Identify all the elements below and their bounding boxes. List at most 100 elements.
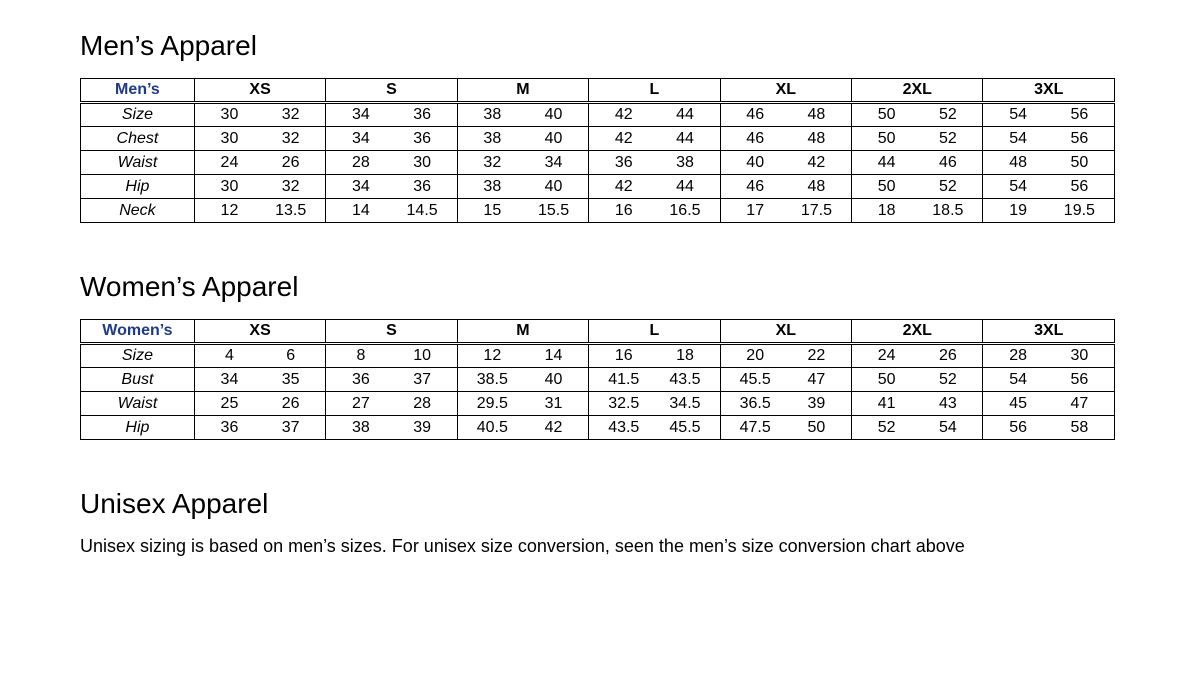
value-pair: 1919.5 xyxy=(987,202,1110,220)
value-pair: 4547 xyxy=(987,395,1110,413)
value-a: 12 xyxy=(199,202,260,220)
value-pair: 29.531 xyxy=(462,395,584,413)
value-a: 24 xyxy=(199,154,260,172)
value-b: 26 xyxy=(260,395,321,413)
value-b: 40 xyxy=(523,106,584,124)
value-a: 4 xyxy=(199,347,260,365)
value-a: 45 xyxy=(987,395,1048,413)
row-label: Waist xyxy=(81,151,195,175)
value-b: 30 xyxy=(392,154,453,172)
table-cell: 32.534.5 xyxy=(589,392,720,416)
value-pair: 1616.5 xyxy=(593,202,715,220)
value-a: 48 xyxy=(987,154,1048,172)
value-b: 44 xyxy=(654,178,715,196)
value-pair: 47.550 xyxy=(725,419,847,437)
value-pair: 3436 xyxy=(330,178,452,196)
value-b: 48 xyxy=(786,178,847,196)
value-pair: 3234 xyxy=(462,154,584,172)
value-pair: 5456 xyxy=(987,371,1110,389)
value-pair: 1515.5 xyxy=(462,202,584,220)
table-cell: 5052 xyxy=(852,368,983,392)
value-b: 45.5 xyxy=(654,419,715,437)
value-pair: 5052 xyxy=(856,130,978,148)
table-cell: 4547 xyxy=(983,392,1115,416)
value-pair: 4850 xyxy=(987,154,1110,172)
value-b: 32 xyxy=(260,130,321,148)
value-b: 38 xyxy=(654,154,715,172)
table-cell: 2830 xyxy=(326,151,457,175)
value-b: 56 xyxy=(1049,178,1110,196)
value-b: 52 xyxy=(917,371,978,389)
value-pair: 2830 xyxy=(330,154,452,172)
value-b: 16.5 xyxy=(654,202,715,220)
value-pair: 45.547 xyxy=(725,371,847,389)
value-b: 40 xyxy=(523,178,584,196)
womens-size-header: S xyxy=(326,320,457,344)
table-cell: 2426 xyxy=(852,344,983,368)
table-cell: 2830 xyxy=(983,344,1115,368)
value-b: 36 xyxy=(392,130,453,148)
value-b: 35 xyxy=(260,371,321,389)
table-cell: 3032 xyxy=(194,175,325,199)
table-cell: 4648 xyxy=(720,103,851,127)
value-pair: 3436 xyxy=(330,130,452,148)
value-b: 26 xyxy=(917,347,978,365)
value-pair: 1818.5 xyxy=(856,202,978,220)
table-cell: 4648 xyxy=(720,127,851,151)
table-cell: 29.531 xyxy=(457,392,588,416)
value-pair: 4143 xyxy=(856,395,978,413)
table-cell: 1618 xyxy=(589,344,720,368)
value-a: 42 xyxy=(593,130,654,148)
value-a: 24 xyxy=(856,347,917,365)
value-pair: 5254 xyxy=(856,419,978,437)
table-cell: 5456 xyxy=(983,175,1115,199)
value-a: 34 xyxy=(330,106,391,124)
value-pair: 40.542 xyxy=(462,419,584,437)
table-row: Neck1213.51414.51515.51616.51717.51818.5… xyxy=(81,199,1115,223)
value-b: 44 xyxy=(654,130,715,148)
mens-section: Men’s Apparel Men’s XS S M L XL 2XL 3XL … xyxy=(80,30,1115,223)
value-a: 32 xyxy=(462,154,523,172)
row-label: Hip xyxy=(81,175,195,199)
mens-title: Men’s Apparel xyxy=(80,30,1115,62)
mens-size-header: 3XL xyxy=(983,79,1115,103)
value-a: 20 xyxy=(725,347,786,365)
value-pair: 3840 xyxy=(462,106,584,124)
value-pair: 4244 xyxy=(593,178,715,196)
value-a: 15 xyxy=(462,202,523,220)
mens-header-row: Men’s XS S M L XL 2XL 3XL xyxy=(81,79,1115,103)
mens-header-label: Men’s xyxy=(81,79,195,103)
value-pair: 5052 xyxy=(856,178,978,196)
value-b: 47 xyxy=(786,371,847,389)
value-pair: 2526 xyxy=(199,395,321,413)
value-a: 36 xyxy=(593,154,654,172)
value-a: 40.5 xyxy=(462,419,523,437)
value-pair: 41.543.5 xyxy=(593,371,715,389)
value-a: 54 xyxy=(987,371,1048,389)
table-cell: 3435 xyxy=(194,368,325,392)
value-b: 13.5 xyxy=(260,202,321,220)
value-b: 40 xyxy=(523,371,584,389)
value-a: 38.5 xyxy=(462,371,523,389)
womens-size-header: XL xyxy=(720,320,851,344)
table-row: Waist2426283032343638404244464850 xyxy=(81,151,1115,175)
value-a: 38 xyxy=(462,178,523,196)
table-cell: 1919.5 xyxy=(983,199,1115,223)
value-pair: 2426 xyxy=(199,154,321,172)
table-cell: 1515.5 xyxy=(457,199,588,223)
mens-size-header: S xyxy=(326,79,457,103)
table-cell: 2426 xyxy=(194,151,325,175)
value-b: 39 xyxy=(786,395,847,413)
womens-section: Women’s Apparel Women’s XS S M L XL 2XL … xyxy=(80,271,1115,440)
womens-size-header: 3XL xyxy=(983,320,1115,344)
value-b: 52 xyxy=(917,106,978,124)
table-cell: 4042 xyxy=(720,151,851,175)
table-cell: 4648 xyxy=(720,175,851,199)
value-pair: 2022 xyxy=(725,347,847,365)
value-b: 46 xyxy=(917,154,978,172)
value-b: 19.5 xyxy=(1049,202,1110,220)
value-a: 30 xyxy=(199,106,260,124)
mens-size-header: 2XL xyxy=(852,79,983,103)
value-pair: 36.539 xyxy=(725,395,847,413)
table-row: Size3032343638404244464850525456 xyxy=(81,103,1115,127)
